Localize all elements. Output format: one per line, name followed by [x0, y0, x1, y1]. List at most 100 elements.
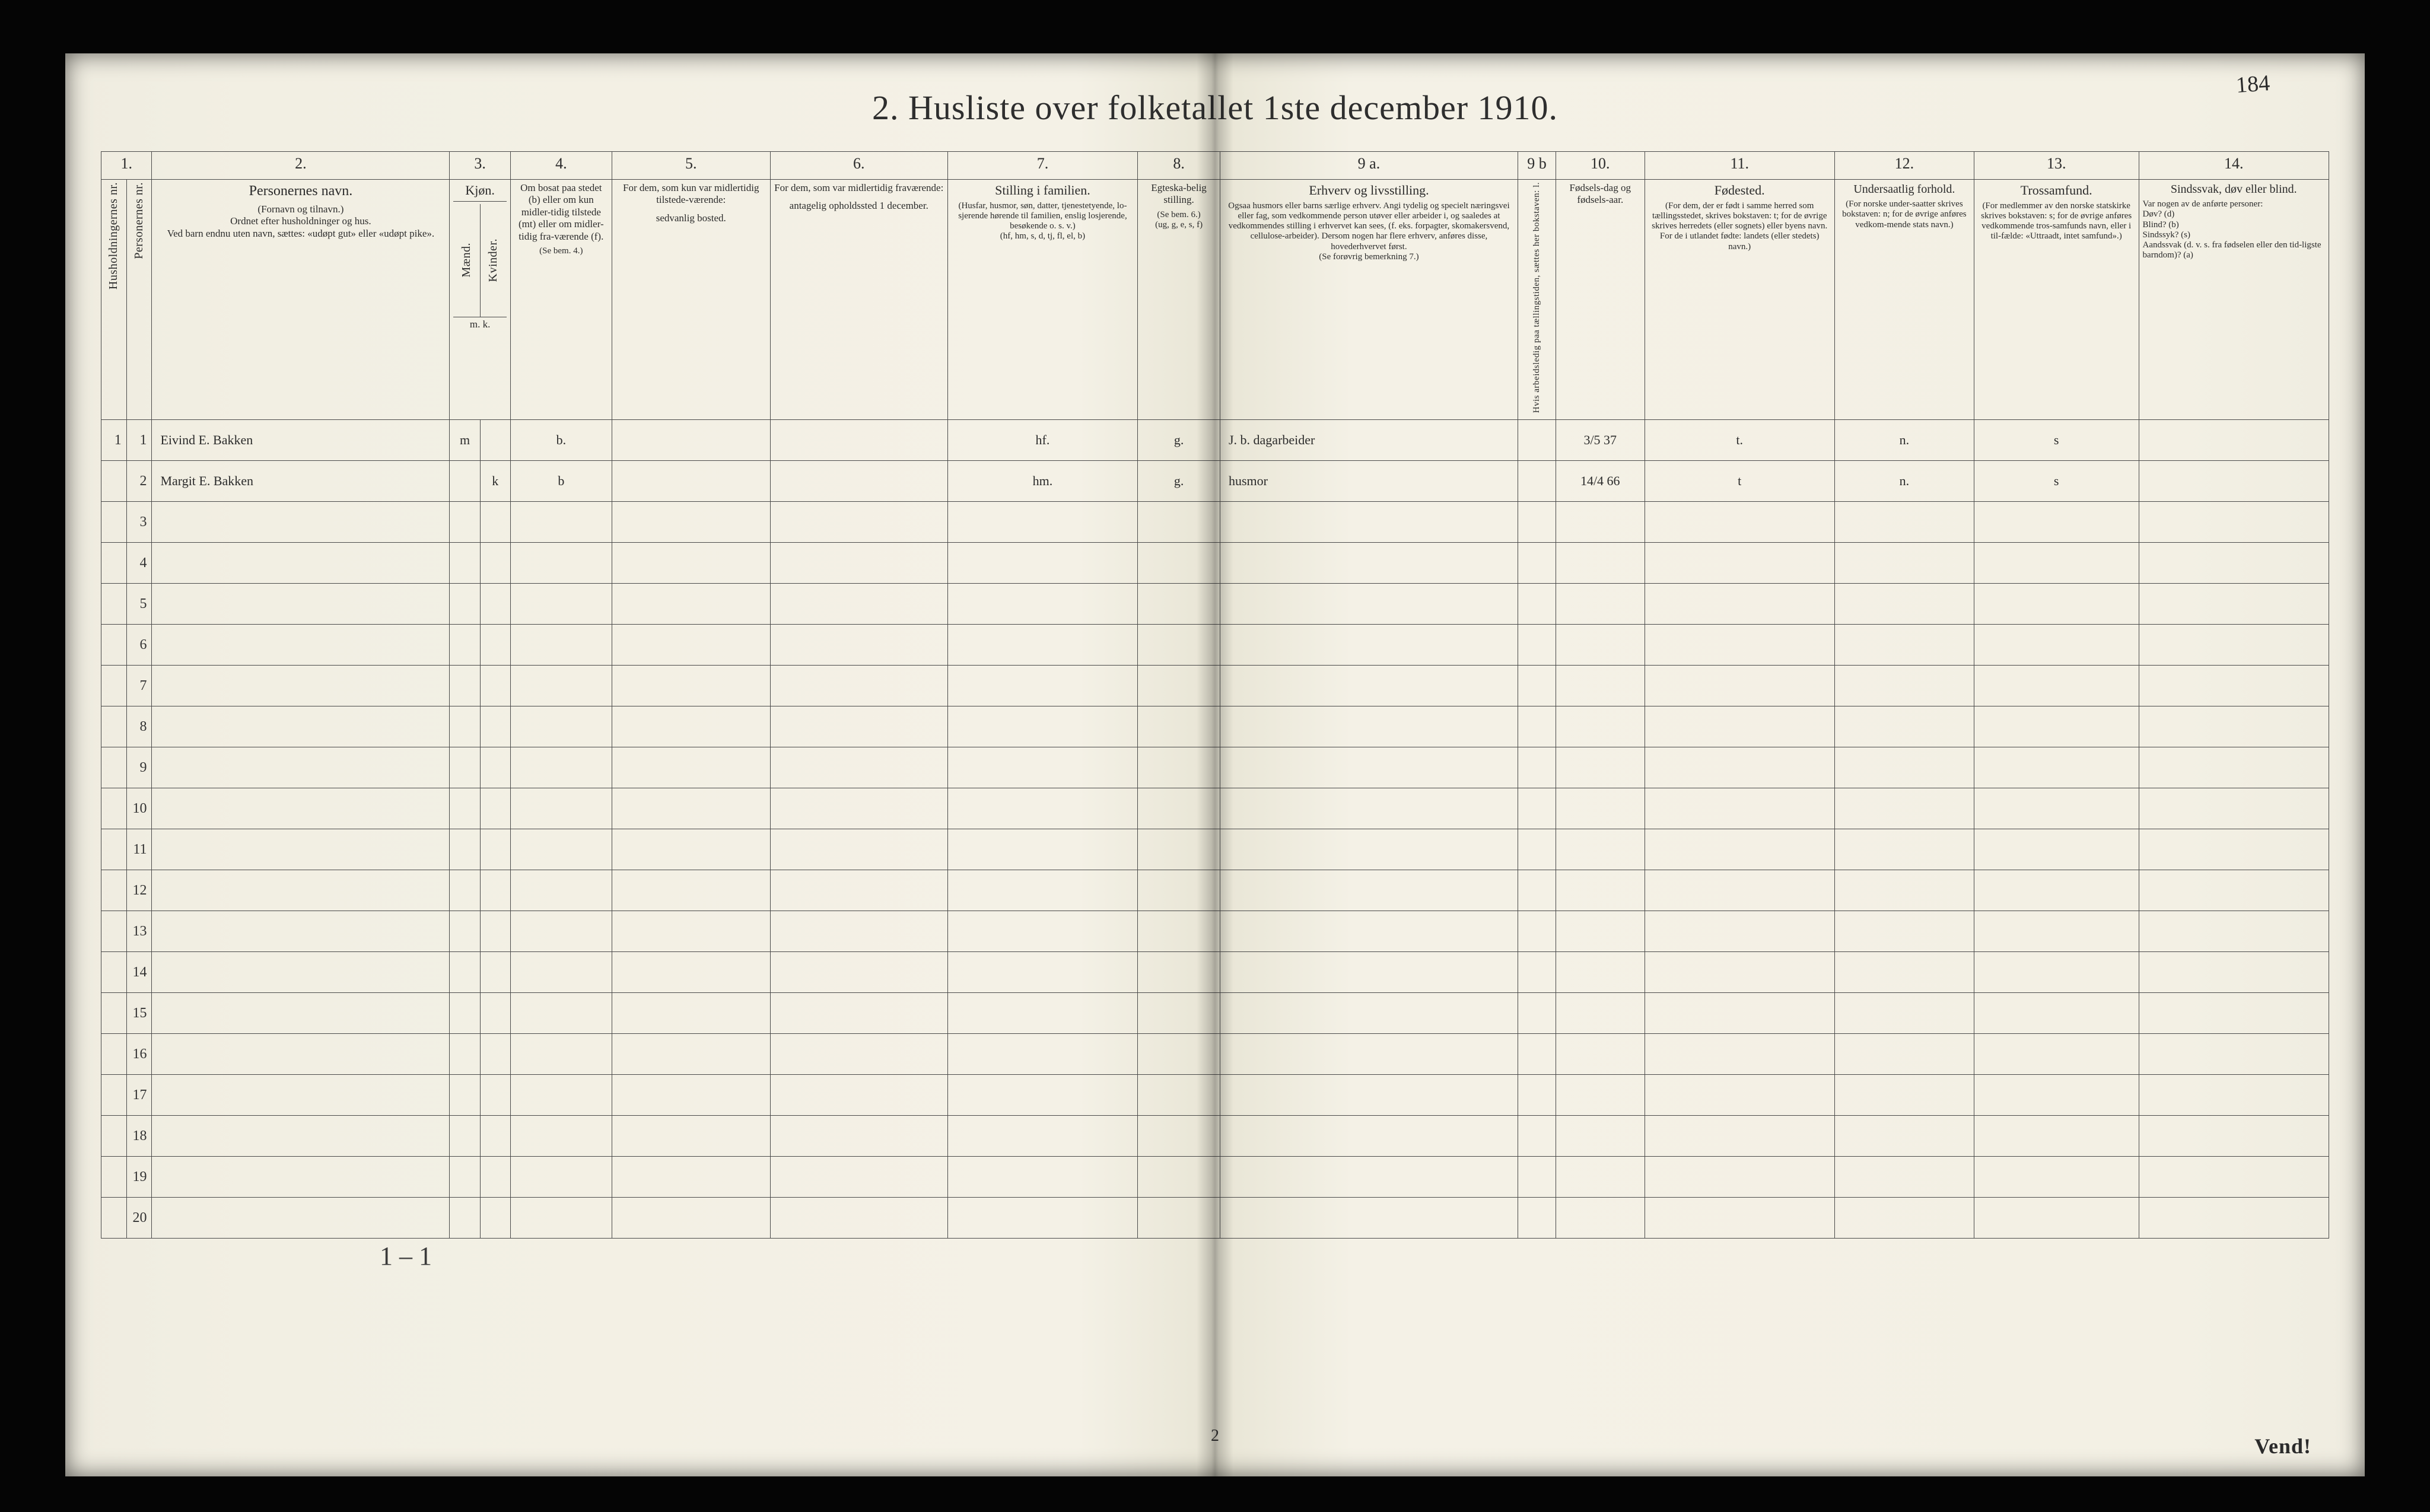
cell-blank — [1518, 666, 1556, 706]
cell-blank — [152, 1075, 450, 1116]
colnum-10: 10. — [1556, 152, 1645, 180]
cell-blank — [510, 584, 612, 625]
cell-blank — [947, 870, 1137, 911]
cell-blank — [2139, 584, 2329, 625]
cell-blank — [450, 1034, 480, 1075]
cell-blank — [152, 584, 450, 625]
table-row: 11Eivind E. Bakkenmb.hf.g.J. b. dagarbei… — [101, 420, 2329, 461]
cell-blank — [1220, 870, 1518, 911]
cell-person-nr: 16 — [126, 1034, 152, 1075]
cell-mt-place — [612, 461, 770, 502]
cell-blank — [770, 1157, 947, 1198]
cell-blank — [1974, 788, 2139, 829]
cell-blank — [947, 788, 1137, 829]
cell-blank — [450, 788, 480, 829]
h-household-nr: Husholdningernes nr. — [101, 180, 127, 420]
cell-blank — [1974, 911, 2139, 952]
cell-f-place — [770, 420, 947, 461]
cell-blank — [1220, 1116, 1518, 1157]
scan-frame: 184 2. Husliste over folketallet 1ste de… — [0, 0, 2430, 1512]
cell-blank — [1138, 829, 1220, 870]
cell-blank — [947, 666, 1137, 706]
cell-blank — [1556, 747, 1645, 788]
cell-blank — [1220, 625, 1518, 666]
cell-blank — [1974, 1157, 2139, 1198]
cell-blank — [510, 911, 612, 952]
cell-blank — [1556, 870, 1645, 911]
cell-blank — [152, 625, 450, 666]
cell-blank — [450, 952, 480, 993]
h-disability: Sindssvak, døv eller blind. Var nogen av… — [2139, 180, 2329, 420]
colnum-3: 3. — [450, 152, 511, 180]
cell-household-nr — [101, 625, 127, 666]
cell-blank — [1834, 993, 1974, 1034]
cell-blank — [450, 829, 480, 870]
cell-blank — [612, 1116, 770, 1157]
cell-blank — [152, 911, 450, 952]
cell-blank — [1556, 788, 1645, 829]
cell-blank — [480, 1157, 510, 1198]
cell-blank — [2139, 502, 2329, 543]
cell-blank — [1974, 1034, 2139, 1075]
cell-blank — [1834, 1198, 1974, 1239]
column-heading-row: Husholdningernes nr. Personernes nr. Per… — [101, 180, 2329, 420]
cell-blank — [1645, 502, 1834, 543]
cell-blank — [1834, 829, 1974, 870]
cell-birthplace: t. — [1645, 420, 1834, 461]
cell-f-place — [770, 461, 947, 502]
cell-blank — [1834, 788, 1974, 829]
cell-household-nr — [101, 584, 127, 625]
cell-blank — [1556, 1198, 1645, 1239]
table-row: 15 — [101, 993, 2329, 1034]
cell-blank — [1556, 911, 1645, 952]
cell-blank — [450, 870, 480, 911]
cell-mt-place — [612, 420, 770, 461]
cell-blank — [1220, 543, 1518, 584]
cell-blank — [1220, 502, 1518, 543]
cell-blank — [152, 829, 450, 870]
cell-blank — [1834, 666, 1974, 706]
cell-marital: g. — [1138, 461, 1220, 502]
cell-blank — [480, 747, 510, 788]
cell-blank — [1518, 911, 1556, 952]
cell-blank — [450, 747, 480, 788]
cell-household-nr: 1 — [101, 420, 127, 461]
cell-blank — [1556, 1034, 1645, 1075]
table-row: 14 — [101, 952, 2329, 993]
cell-blank — [480, 870, 510, 911]
cell-blank — [2139, 952, 2329, 993]
cell-blank — [770, 870, 947, 911]
cell-blank — [2139, 993, 2329, 1034]
cell-person-nr: 3 — [126, 502, 152, 543]
cell-blank — [480, 706, 510, 747]
cell-person-nr: 12 — [126, 870, 152, 911]
cell-blank — [510, 993, 612, 1034]
cell-blank — [947, 543, 1137, 584]
h-marital: Egteska-belig stilling. (Se bem. 6.) (ug… — [1138, 180, 1220, 420]
cell-blank — [1645, 1075, 1834, 1116]
document-page: 184 2. Husliste over folketallet 1ste de… — [65, 53, 2365, 1476]
h-person-nr: Personernes nr. — [126, 180, 152, 420]
h-nationality: Undersaatlig forhold. (For norske under-… — [1834, 180, 1974, 420]
cell-household-nr — [101, 911, 127, 952]
cell-sex-k — [480, 420, 510, 461]
cell-blank — [480, 788, 510, 829]
table-header: 1. 2. 3. 4. 5. 6. 7. 8. 9 a. 9 b 10. 11.… — [101, 152, 2329, 420]
vend-instruction: Vend! — [2254, 1434, 2311, 1459]
cell-blank — [1645, 952, 1834, 993]
cell-blank — [612, 1157, 770, 1198]
cell-blank — [1220, 584, 1518, 625]
cell-blank — [450, 543, 480, 584]
cell-blank — [152, 543, 450, 584]
cell-name: Margit E. Bakken — [152, 461, 450, 502]
cell-blank — [480, 1116, 510, 1157]
cell-person-nr: 10 — [126, 788, 152, 829]
table-row: 6 — [101, 625, 2329, 666]
cell-blank — [2139, 1034, 2329, 1075]
cell-blank — [2139, 1116, 2329, 1157]
cell-blank — [2139, 788, 2329, 829]
cell-blank — [510, 502, 612, 543]
cell-family-pos: hf. — [947, 420, 1137, 461]
cell-blank — [2139, 666, 2329, 706]
cell-blank — [947, 747, 1137, 788]
